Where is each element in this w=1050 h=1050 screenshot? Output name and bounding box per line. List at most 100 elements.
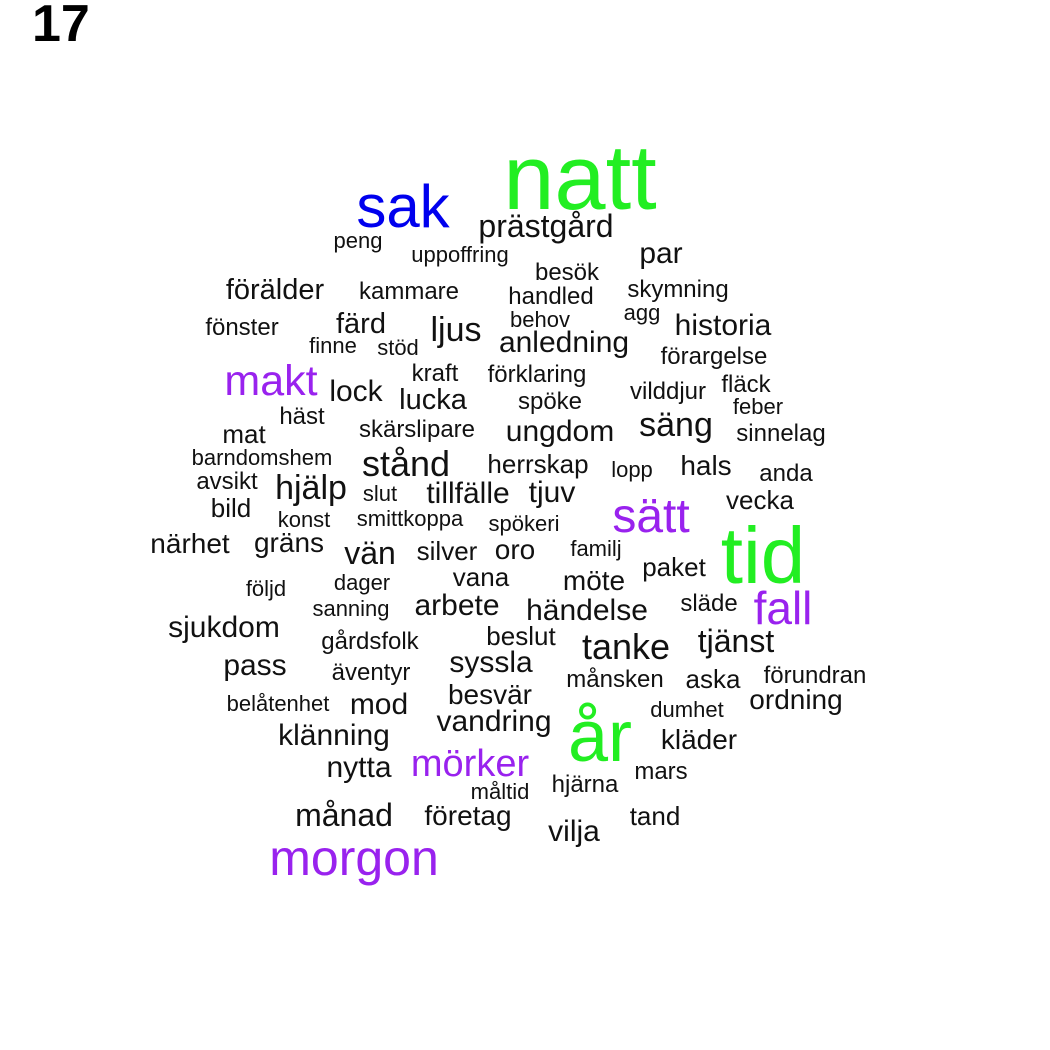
word-28: lucka <box>399 383 467 416</box>
word-29: spöke <box>517 388 583 415</box>
word-90: kläder <box>660 724 738 755</box>
word-25: lock <box>329 375 383 408</box>
word-6: par <box>639 237 683 270</box>
word-98: tand <box>629 801 681 831</box>
word-4: peng <box>333 228 383 253</box>
word-20: anledning <box>498 326 630 359</box>
word-32: mat <box>222 419 266 449</box>
word-8: förälder <box>225 273 325 306</box>
word-62: följd <box>245 576 287 601</box>
word-93: mars <box>634 758 688 785</box>
word-43: avsikt <box>196 468 258 495</box>
word-46: tillfälle <box>426 477 510 510</box>
word-71: sjukdom <box>168 611 280 644</box>
word-49: bild <box>210 493 252 523</box>
word-60: familj <box>570 536 622 561</box>
word-22: makt <box>224 356 318 405</box>
word-74: tanke <box>581 626 671 667</box>
word-87: år <box>567 697 633 777</box>
word-83: mod <box>349 688 409 721</box>
word-7: besök <box>534 259 600 286</box>
figure-label: 17 <box>32 0 90 53</box>
word-39: herrskap <box>487 449 589 479</box>
word-50: sätt <box>612 490 690 543</box>
word-3: prästgård <box>478 208 614 244</box>
word-84: besvär <box>447 679 533 710</box>
word-52: smittkoppa <box>356 506 464 531</box>
word-36: sinnelag <box>736 420 826 447</box>
word-2: sak <box>356 173 450 240</box>
word-89: vandring <box>436 705 552 738</box>
word-85: ordning <box>749 684 843 715</box>
word-30: feber <box>732 394 784 419</box>
word-34: ungdom <box>505 415 615 448</box>
word-69: släde <box>680 590 738 617</box>
word-41: hals <box>680 450 732 481</box>
word-56: gräns <box>253 527 325 558</box>
word-94: hjärna <box>551 771 619 798</box>
word-86: dumhet <box>650 697 724 722</box>
word-76: pass <box>223 649 287 682</box>
word-81: förundran <box>763 662 867 689</box>
word-12: agg <box>623 300 661 325</box>
word-99: vilja <box>548 815 600 848</box>
word-55: närhet <box>150 528 230 559</box>
word-82: belåtenhet <box>226 691 330 716</box>
word-18: finne <box>309 333 357 358</box>
word-51: konst <box>277 507 331 532</box>
word-10: handled <box>508 283 594 310</box>
word-78: syssla <box>449 646 533 679</box>
word-63: dager <box>333 570 391 595</box>
word-72: gårdsfolk <box>321 628 419 655</box>
word-15: ljus <box>430 311 482 349</box>
word-73: beslut <box>486 621 556 651</box>
word-75: tjänst <box>697 623 775 659</box>
word-66: sanning <box>312 596 390 621</box>
word-64: vana <box>452 562 510 592</box>
word-26: vilddjur <box>629 378 707 405</box>
word-79: månsken <box>566 666 664 693</box>
word-9: kammare <box>358 278 460 305</box>
word-16: behov <box>510 307 570 332</box>
word-100: morgon <box>269 830 439 886</box>
word-33: skärslipare <box>358 416 476 443</box>
word-13: fönster <box>205 314 279 341</box>
word-37: barndomshem <box>191 445 333 470</box>
word-91: nytta <box>326 751 392 784</box>
word-19: stöd <box>377 335 419 360</box>
word-61: paket <box>642 552 706 582</box>
word-92: mörker <box>410 743 530 785</box>
word-42: anda <box>759 460 813 487</box>
word-58: silver <box>416 536 478 566</box>
word-31: häst <box>279 403 325 430</box>
word-1: natt <box>503 127 657 229</box>
word-24: förklaring <box>487 361 587 388</box>
word-21: förargelse <box>660 343 768 370</box>
word-35: säng <box>639 406 713 444</box>
word-59: oro <box>494 534 536 565</box>
word-40: lopp <box>611 457 653 482</box>
word-17: historia <box>674 309 772 342</box>
word-11: skymning <box>627 276 729 303</box>
word-53: spökeri <box>488 511 560 536</box>
word-68: händelse <box>526 594 648 627</box>
word-14: färd <box>336 307 386 340</box>
word-47: tjuv <box>528 476 576 509</box>
word-48: vecka <box>726 485 794 515</box>
word-77: äventyr <box>331 659 411 686</box>
word-54: tid <box>720 511 806 600</box>
word-88: klänning <box>278 719 390 752</box>
word-95: måltid <box>470 779 530 804</box>
word-44: hjälp <box>275 469 347 507</box>
word-45: slut <box>362 481 398 506</box>
word-96: månad <box>295 797 393 833</box>
word-70: fall <box>753 582 813 634</box>
word-23: kraft <box>411 360 459 387</box>
word-80: aska <box>685 664 741 694</box>
word-97: företag <box>424 800 512 831</box>
word-5: uppoffring <box>411 242 509 267</box>
word-27: fläck <box>721 371 771 398</box>
word-57: vän <box>344 535 396 571</box>
word-65: möte <box>562 565 626 596</box>
